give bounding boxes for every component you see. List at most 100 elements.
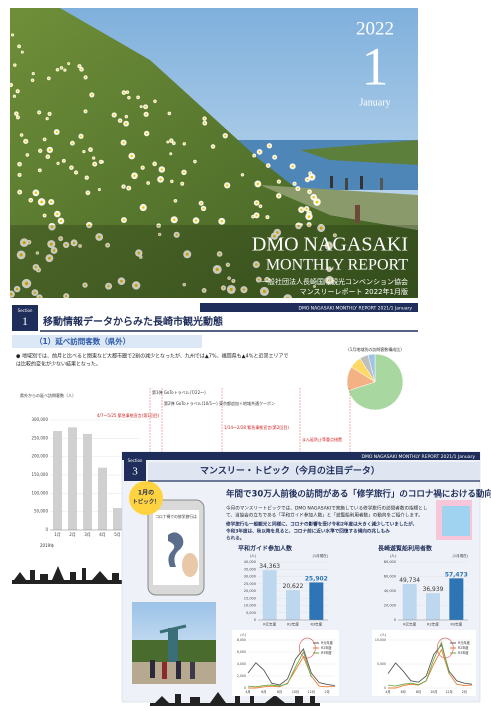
flower-center [137,97,138,98]
flower-center [170,153,171,154]
body-line: 今月のマンスリートピックでは、DMO NAGASAKIで実施している修学旅行の訪… [226,505,428,512]
section-label: Section [18,308,33,313]
flower-center [195,219,197,221]
flower-center [126,116,127,117]
flower-center [56,213,58,215]
flower-center [306,208,308,210]
flower-center [57,69,58,70]
y-tick-label: 150,000 [31,472,48,477]
flower-center [183,171,185,173]
flower-center [90,149,92,151]
flower-center [311,176,313,178]
flower-center [175,200,176,201]
hand [182,553,198,577]
y-tick-label: 200,000 [31,454,48,459]
flower-center [308,215,311,218]
y-tick-label: 20,000 [384,604,396,608]
flower-center [154,101,155,102]
note-label: (1月現在) [313,553,329,558]
y-tick-label: 30,000 [244,575,256,579]
y-tick-label: 40,000 [384,589,396,593]
legend-label: R元年度 [321,640,334,645]
y-tick-label: 80,000 [384,560,396,564]
value-label: 25,902 [305,575,328,582]
flower-center [142,167,144,169]
flower-center [171,181,172,182]
year-label: 2019年 [40,542,54,548]
flower-center [123,142,125,144]
plaza [132,662,216,684]
y-tick-label: 50,000 [34,509,48,514]
flower-center [203,208,205,210]
y-tick-label: 0 [394,618,396,622]
flower-center [123,186,125,188]
bar [449,578,463,620]
timeline-note: 4/7～5/25 緊急事態宣言(第1回目) [97,412,160,418]
bullet-line: は比較的変化が少ない結果となった。 [16,361,101,368]
flower-center [297,188,299,190]
bar [53,431,62,530]
badge-line: トピック！ [132,498,160,506]
running-header: DMO NAGASAKI MONTHLY REPORT 2021/1 Janua… [361,454,475,460]
timeline-note: 1/14～2/28 緊急事態宣言(第2回目) [224,424,289,430]
flower-center [221,220,223,222]
flower-center [300,209,302,211]
flower-center [119,120,121,122]
flower-center [278,195,280,197]
y-tick-label: 250,000 [31,435,48,440]
value-label: 57,473 [445,571,468,578]
flower-center [146,133,148,135]
y-tick-label: 4,000 [237,662,246,666]
flower-center [173,219,175,221]
flower-center [85,77,86,78]
x-tick-label: 12月 [308,690,315,694]
flower-center [131,155,133,157]
x-tick-label: R2年度 [427,622,439,627]
y-tick-label: 6,000 [237,650,246,654]
flower-center [19,163,21,165]
flower-center [316,201,319,204]
y-tick-label: 25,000 [244,582,256,586]
flower-center [94,163,96,165]
flower-center [268,145,270,147]
flower-center [75,172,76,173]
flower-center [267,165,269,167]
flower-center [307,179,309,181]
flower-center [128,187,130,189]
cover-month-number: 1 [362,36,389,96]
flower-center [253,155,254,156]
y-tick-label: 40,000 [244,560,256,564]
flower-center [61,67,62,68]
flower-center [125,123,127,125]
value-label: 20,622 [283,583,304,590]
flower-center [257,183,259,185]
flower-center [182,183,183,184]
x-tick-label: R2年度 [287,622,299,627]
timeline-note: 第1弾 GoToトラベル(7/22～) [152,389,206,395]
x-tick-label: 6月 [401,690,406,694]
y-tick-label: 5,000 [246,611,256,615]
flower-center [35,192,37,194]
flower-center [44,139,45,140]
cover-month-name: January [359,97,390,108]
y-tick-label: 100,000 [31,490,48,495]
chart-title: 県外からの延べ訪問客数（人） [20,392,76,398]
flower-center [148,182,149,183]
bar [286,590,300,620]
flower-center [313,196,315,198]
flower-center [38,112,39,113]
subheading: （1）延べ訪問客数（県外） [35,336,130,346]
x-tick-label: 6月 [261,690,266,694]
cover-edition: マンスリーレポート 2022年1月版 [300,287,408,296]
y-tick-label: 300,000 [31,417,48,422]
flower-center [212,146,214,148]
flower-center [171,140,173,142]
body-line: 修学旅行も一般観光と同様に、コロナの影響を受け令和2年度は大きく減少していました… [225,521,417,528]
timeline-note: 第2弾 GoToトラベル(10/1～) 東京都追加＋地域共通クーポン [164,400,275,406]
legend-label: R3年度 [458,650,469,655]
section-label: Section [128,458,143,463]
flower-center [30,199,32,201]
flower-center [93,157,94,158]
x-tick-label: 12月 [445,690,452,694]
